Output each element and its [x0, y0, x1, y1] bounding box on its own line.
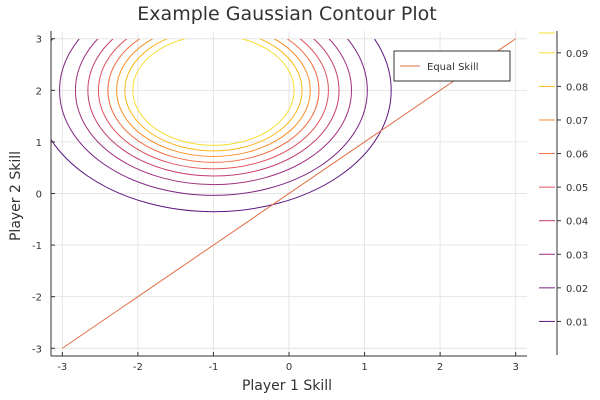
y-tick-label: 1 — [36, 138, 42, 149]
contour-line — [87, 39, 340, 177]
colorbar-tick-label: 0.08 — [566, 82, 588, 93]
colorbar-tick-label: 0.06 — [566, 150, 588, 161]
y-tick-label: -3 — [32, 344, 42, 355]
contour-line — [59, 39, 368, 196]
contour-line — [107, 39, 320, 163]
contour-line — [116, 39, 311, 157]
colorbar-tick-label: 0.02 — [566, 284, 588, 295]
grid — [51, 31, 527, 356]
contour-line — [132, 39, 295, 146]
y-tick-label: 0 — [36, 190, 42, 201]
legend: Equal Skill — [393, 50, 511, 82]
x-tick-label: -1 — [208, 362, 218, 373]
series-line-equal-skill — [62, 38, 516, 349]
contour-line — [98, 39, 329, 170]
colorbar-tick-label: 0.05 — [566, 183, 588, 194]
contour-line — [74, 39, 352, 186]
x-tick-label: -2 — [133, 362, 143, 373]
contours — [51, 39, 392, 213]
x-tick-label: 0 — [286, 362, 292, 373]
x-tick-label: 1 — [361, 362, 367, 373]
axes: -3 -2 -1 0 1 2 3 -3 -2 -1 0 1 2 3 — [32, 31, 527, 373]
colorbar: 0.01 0.02 0.03 0.04 0.05 0.06 0.07 0.08 0.09 — [539, 31, 588, 355]
x-axis-label: Player 1 Skill — [242, 378, 332, 394]
x-tick-label: 2 — [437, 362, 443, 373]
legend-label-equal-skill: Equal Skill — [427, 62, 479, 73]
y-tick-label: 2 — [36, 86, 42, 97]
y-tick-label: -1 — [32, 241, 42, 252]
chart-title: Example Gaussian Contour Plot — [137, 3, 436, 25]
y-tick-label: 3 — [36, 35, 42, 46]
series — [62, 38, 516, 349]
x-tick-label: -3 — [57, 362, 67, 373]
colorbar-tick-label: 0.07 — [566, 116, 588, 127]
colorbar-tick-label: 0.03 — [566, 250, 588, 261]
colorbar-tick-label: 0.09 — [566, 49, 588, 60]
contour-line — [124, 39, 303, 152]
contour-line — [51, 39, 392, 213]
colorbar-tick-label: 0.01 — [566, 317, 588, 328]
y-tick-label: -2 — [32, 293, 42, 304]
y-axis-label: Player 2 Skill — [8, 151, 24, 241]
colorbar-tick-label: 0.04 — [566, 217, 588, 228]
x-tick-label: 3 — [512, 362, 518, 373]
